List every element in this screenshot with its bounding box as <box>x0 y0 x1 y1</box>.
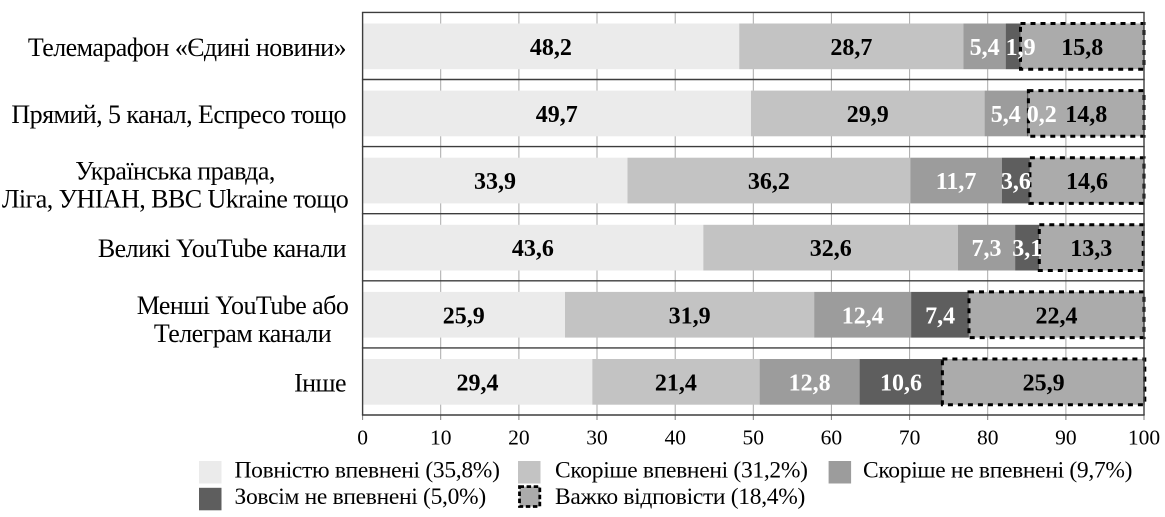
svg-text:10,6: 10,6 <box>880 371 922 397</box>
svg-text:21,4: 21,4 <box>655 371 697 397</box>
svg-text:0,2: 0,2 <box>1027 102 1057 128</box>
svg-text:7,3: 7,3 <box>972 236 1002 262</box>
svg-text:32,6: 32,6 <box>810 236 852 262</box>
svg-text:Скоріше не впевнені (9,7%): Скоріше не впевнені (9,7%) <box>863 458 1132 484</box>
svg-text:Важко відповісти (18,4%): Важко відповісти (18,4%) <box>555 484 805 510</box>
svg-text:12,8: 12,8 <box>789 371 831 397</box>
svg-text:90: 90 <box>1055 426 1077 450</box>
svg-text:10: 10 <box>430 426 452 450</box>
svg-text:Ліга, УНІАН, BBC Ukraine тощо: Ліга, УНІАН, BBC Ukraine тощо <box>2 185 349 214</box>
svg-text:12,4: 12,4 <box>842 303 884 329</box>
svg-text:Телемарафон «Єдині новини»: Телемарафон «Єдині новини» <box>28 33 346 62</box>
svg-text:60: 60 <box>821 426 843 450</box>
svg-text:7,4: 7,4 <box>925 303 955 329</box>
svg-text:0: 0 <box>357 426 368 450</box>
svg-text:25,9: 25,9 <box>1023 371 1065 397</box>
svg-text:48,2: 48,2 <box>530 35 572 61</box>
svg-text:3,1: 3,1 <box>1012 236 1042 262</box>
svg-text:15,8: 15,8 <box>1061 35 1103 61</box>
svg-text:40: 40 <box>664 426 686 450</box>
svg-text:Менші YouTube або: Менші YouTube або <box>137 291 349 320</box>
svg-text:36,2: 36,2 <box>748 169 790 195</box>
svg-text:3,6: 3,6 <box>1001 169 1031 195</box>
svg-text:49,7: 49,7 <box>536 102 578 128</box>
svg-text:Скоріше впевнені (31,2%): Скоріше впевнені (31,2%) <box>555 458 808 484</box>
svg-text:28,7: 28,7 <box>830 35 872 61</box>
svg-text:29,9: 29,9 <box>847 102 889 128</box>
svg-text:70: 70 <box>899 426 921 450</box>
svg-text:22,4: 22,4 <box>1036 303 1078 329</box>
svg-text:14,6: 14,6 <box>1066 169 1108 195</box>
svg-text:43,6: 43,6 <box>512 236 554 262</box>
svg-text:29,4: 29,4 <box>457 371 499 397</box>
svg-text:5,4: 5,4 <box>991 102 1021 128</box>
svg-text:13,3: 13,3 <box>1070 236 1112 262</box>
svg-text:25,9: 25,9 <box>443 303 485 329</box>
svg-text:31,9: 31,9 <box>669 303 711 329</box>
svg-text:5,4: 5,4 <box>970 35 1000 61</box>
svg-text:Великі YouTube канали: Великі YouTube канали <box>98 234 347 263</box>
svg-text:50: 50 <box>743 426 765 450</box>
svg-text:80: 80 <box>977 426 999 450</box>
svg-text:100: 100 <box>1128 426 1160 450</box>
svg-text:Повністю впевнені (35,8%): Повністю впевнені (35,8%) <box>235 458 500 484</box>
svg-text:11,7: 11,7 <box>936 169 977 195</box>
svg-text:Зовсім не впевнені (5,0%): Зовсім не впевнені (5,0%) <box>235 484 486 510</box>
svg-text:Інше: Інше <box>294 369 346 398</box>
svg-text:1,9: 1,9 <box>1006 35 1036 61</box>
svg-text:14,8: 14,8 <box>1065 102 1107 128</box>
svg-text:20: 20 <box>508 426 530 450</box>
svg-text:30: 30 <box>586 426 608 450</box>
svg-text:33,9: 33,9 <box>474 169 516 195</box>
svg-text:Українська правда,: Українська правда, <box>75 157 275 186</box>
svg-text:Телеграм канали: Телеграм канали <box>154 319 332 348</box>
svg-text:Прямий, 5 канал, Еспресо тощо: Прямий, 5 канал, Еспресо тощо <box>11 100 346 129</box>
